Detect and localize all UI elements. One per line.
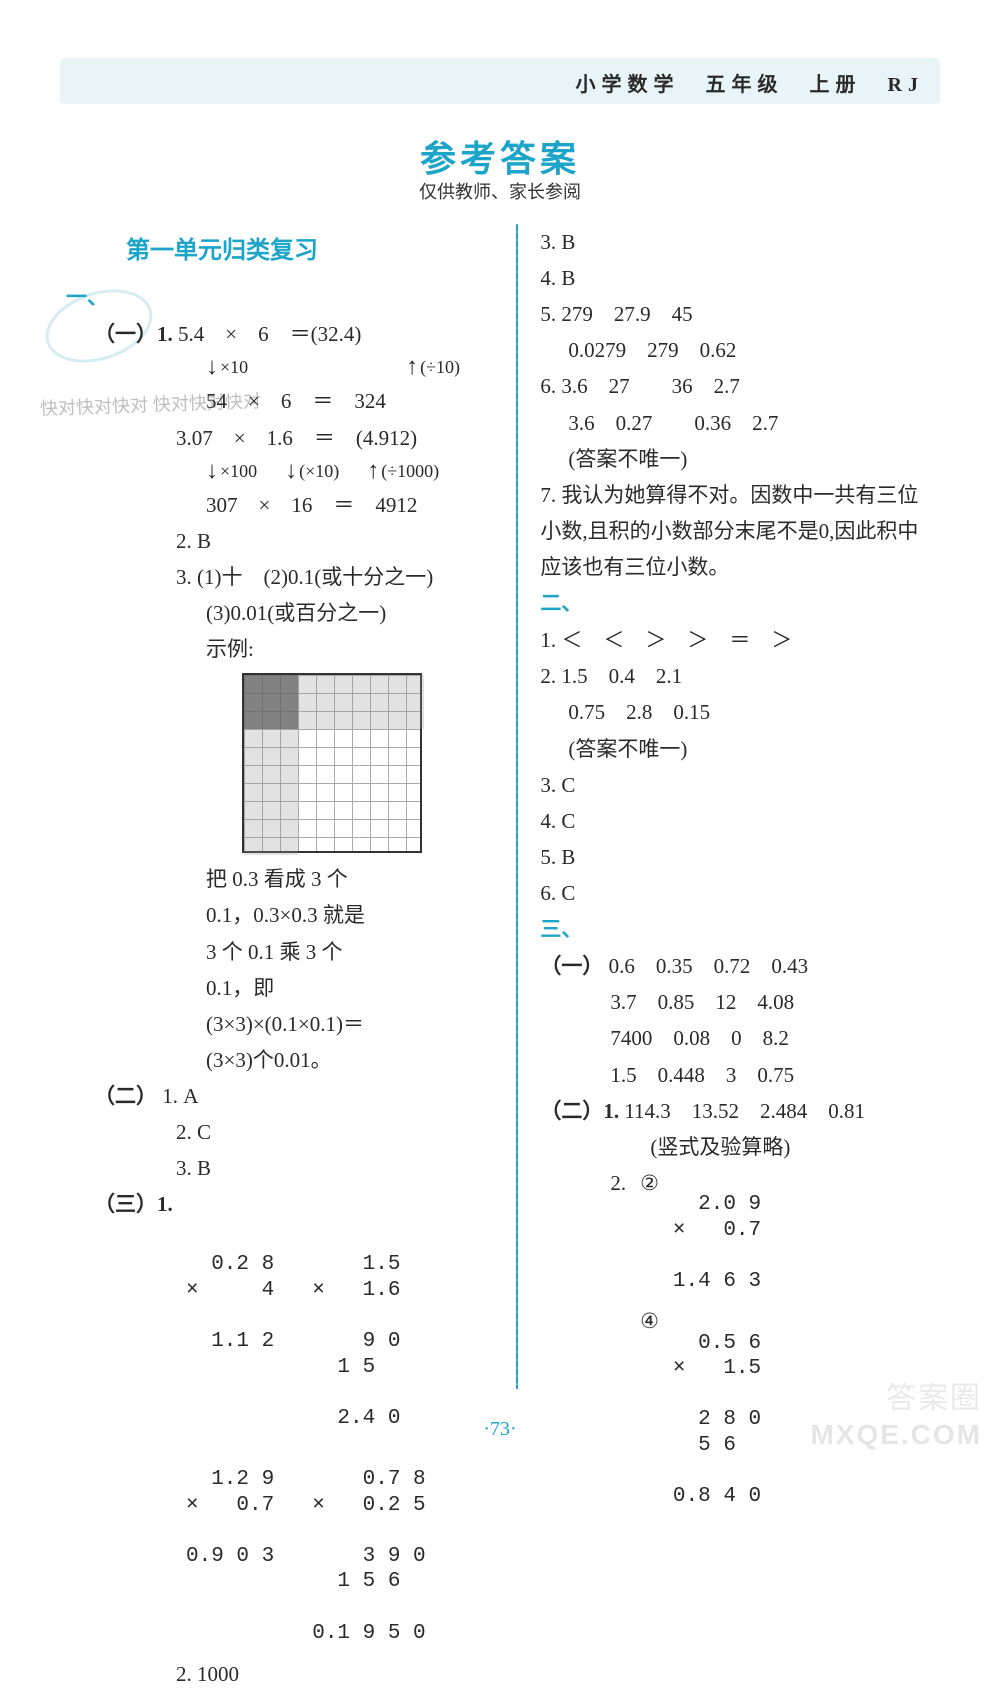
r2-q6: 6. C — [540, 875, 934, 911]
page-title: 参考答案 — [0, 130, 1000, 182]
r-q3: 3. B — [540, 224, 934, 260]
r2-q2c: (答案不唯一) — [540, 731, 934, 767]
circled-4: ④ — [640, 1303, 659, 1339]
label-3-2: （二）1. — [540, 1099, 619, 1123]
header-text: 小学数学 五年级 上册 RJ — [576, 68, 924, 97]
watermark-br-en: MXQE.COM — [810, 1419, 982, 1451]
arrow-label: (×10) — [299, 460, 339, 483]
r2-q1: 1. ＜ ＜ ＞ ＞ ＝ ＞ — [540, 622, 934, 658]
eq1-line1: 5.4 × 6 ＝(32.4) — [178, 322, 361, 346]
eq2-arrows: ×100 (×10) (÷1000) — [66, 456, 498, 487]
r-q6b: 3.6 0.27 0.36 2.7 — [540, 405, 934, 441]
right-column: 3. B 4. B 5. 279 27.9 45 0.0279 279 0.62… — [518, 224, 934, 1389]
eq1-arrows: ×10 (÷10) — [66, 352, 498, 383]
r2-q5: 5. B — [540, 839, 934, 875]
mult-block-3: 1.2 9 × 0.7 0.9 0 3 — [186, 1441, 274, 1569]
r3-2-l1: 114.3 13.52 2.484 0.81 — [624, 1099, 865, 1123]
r3-2-q2: 2. — [610, 1165, 626, 1201]
q-3-2: 2. 1000 — [66, 1656, 498, 1692]
grid-diagram — [242, 673, 422, 853]
q-1-3a: 3. (1)十 (2)0.1(或十分之一) — [66, 559, 498, 595]
r-q7: 7. 我认为她算得不对。因数中一共有三位小数,且积的小数部分末尾不是0,因此积中… — [540, 477, 934, 585]
q-2-2: 2. C — [66, 1114, 498, 1150]
r3-1-l2: 3.7 0.85 12 4.08 — [540, 984, 934, 1020]
content-columns: 第一单元归类复习 一、 （一）1. 5.4 × 6 ＝(32.4) ×10 (÷… — [66, 224, 934, 1389]
q-1-3b: (3)0.01(或百分之一) — [66, 595, 498, 631]
mult-row-2: 1.2 9 × 0.7 0.9 0 3 0.7 8 × 0.2 5 3 9 0 … — [66, 1441, 498, 1646]
heading-3: 三、 — [540, 918, 582, 941]
r-q5b: 0.0279 279 0.62 — [540, 332, 934, 368]
left-column: 第一单元归类复习 一、 （一）1. 5.4 × 6 ＝(32.4) ×10 (÷… — [66, 224, 516, 1389]
label-1-3: （三）1. — [94, 1192, 173, 1216]
heading-2: 二、 — [540, 592, 582, 615]
r2-q3: 3. C — [540, 767, 934, 803]
page-subtitle: 仅供教师、家长参阅 — [0, 178, 1000, 204]
watermark-br-cn: 答案圈 — [886, 1373, 982, 1417]
r-q4: 4. B — [540, 260, 934, 296]
q-2-1: 1. A — [162, 1084, 198, 1108]
r3-1-l4: 1.5 0.448 3 0.75 — [540, 1057, 934, 1093]
label-1-1: （一）1. — [94, 322, 173, 346]
q-1-3-para: 把 0.3 看成 3 个 0.1，0.3×0.3 就是 3 个 0.1 乘 3 … — [66, 861, 366, 1078]
eq2-line1: 3.07 × 1.6 ＝ (4.912) — [66, 420, 498, 456]
eq2-line2: 307 × 16 ＝ 4912 — [66, 487, 498, 523]
r3-1-l1: 0.6 0.35 0.72 0.43 — [609, 954, 809, 978]
label-1-2: （二） — [94, 1084, 157, 1108]
r3-1-l3: 7400 0.08 0 8.2 — [540, 1020, 934, 1056]
r2-q2b: 0.75 2.8 0.15 — [540, 694, 934, 730]
mult-block-b: 0.5 6 × 1.5 2 8 0 5 6 0.8 4 0 — [673, 1305, 761, 1510]
label-3-1: （一） — [540, 954, 603, 978]
arrow-label: (÷1000) — [381, 460, 439, 483]
example-label: 示例: — [66, 631, 498, 667]
q-2-3: 3. B — [66, 1150, 498, 1186]
arrow-label: ×10 — [220, 356, 248, 379]
mult-row-1: 0.2 8 × 4 1.1 2 1.5 × 1.6 9 0 1 5 2.4 0 — [66, 1226, 498, 1431]
heading-1: 一、 — [66, 286, 108, 309]
r2-q4: 4. C — [540, 803, 934, 839]
mult-block-a: 2.0 9 × 0.7 1.4 6 3 — [673, 1167, 761, 1295]
mult-block-4: 0.7 8 × 0.2 5 3 9 0 1 5 6 0.1 9 5 0 — [312, 1441, 425, 1646]
r2-q2a: 2. 1.5 0.4 2.1 — [540, 658, 934, 694]
r3-2-note: (竖式及验算略) — [540, 1129, 934, 1165]
r-q6c: (答案不唯一) — [540, 441, 934, 477]
r-q6a: 6. 3.6 27 36 2.7 — [540, 368, 934, 404]
q-1-2: 2. B — [66, 523, 498, 559]
unit-title: 第一单元归类复习 — [126, 230, 498, 265]
arrow-label: (÷10) — [420, 356, 460, 379]
mult-block-1: 0.2 8 × 4 1.1 2 — [186, 1226, 274, 1354]
eq1-line2: 54 × 6 ＝ 324 — [66, 383, 498, 419]
mult-block-2: 1.5 × 1.6 9 0 1 5 2.4 0 — [312, 1226, 400, 1431]
arrow-label: ×100 — [220, 460, 257, 483]
circled-2: ② — [640, 1165, 659, 1201]
r-q5a: 5. 279 27.9 45 — [540, 296, 934, 332]
